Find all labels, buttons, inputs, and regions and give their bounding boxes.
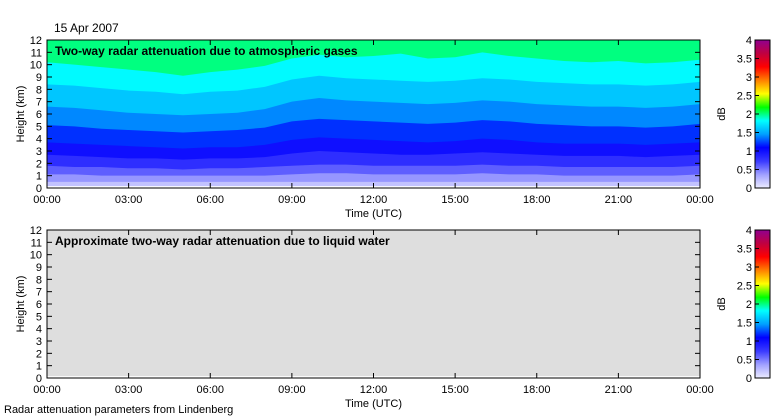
y-tick-label: 12 <box>30 35 42 47</box>
colorbar-tick-label: 0 <box>746 373 752 385</box>
colorbar-tick-label: 2 <box>746 299 752 311</box>
colorbar-label: dB <box>716 107 728 120</box>
x-tick-label: 00:00 <box>33 384 61 396</box>
y-tick-label: 11 <box>31 237 42 249</box>
y-tick-label: 11 <box>31 47 42 59</box>
colorbar-tick-label: 2.5 <box>737 91 752 103</box>
y-tick-label: 8 <box>36 274 42 286</box>
colorbar-tick-label: 2 <box>746 109 752 121</box>
panel-title: Approximate two-way radar attenuation du… <box>55 234 390 248</box>
x-tick-label: 21:00 <box>605 194 633 206</box>
y-tick-label: 8 <box>36 84 42 96</box>
x-tick-label: 18:00 <box>523 194 551 206</box>
x-tick-label: 00:00 <box>33 194 61 206</box>
liquid-water-attenuation-panel: Approximate two-way radar attenuation du… <box>15 225 771 410</box>
y-tick-label: 7 <box>36 287 42 299</box>
y-tick-label: 4 <box>36 134 42 146</box>
x-tick-label: 03:00 <box>115 194 143 206</box>
x-axis-label: Time (UTC) <box>345 398 402 410</box>
colorbar-tick-label: 3 <box>746 262 752 274</box>
colorbar: 0 0.5 1 1.5 2 2.5 3 3.5 4 dB <box>716 35 771 195</box>
x-tick-label: 12:00 <box>360 384 388 396</box>
x-tick-label: 06:00 <box>196 194 224 206</box>
x-tick-label: 15:00 <box>441 194 469 206</box>
colorbar-tick-label: 1.5 <box>737 128 752 140</box>
panel-title: Two-way radar attenuation due to atmosph… <box>55 44 358 58</box>
y-tick-label: 12 <box>30 225 42 237</box>
y-tick-label: 2 <box>36 348 42 360</box>
x-tick-label: 06:00 <box>196 384 224 396</box>
gas-attenuation-panel: Two-way radar attenuation due to atmosph… <box>15 35 771 220</box>
y-tick-label: 10 <box>30 60 42 72</box>
y-tick-label: 5 <box>36 311 42 323</box>
colorbar-tick-label: 3.5 <box>737 244 752 256</box>
x-tick-label: 00:00 <box>686 384 714 396</box>
y-tick-label: 1 <box>36 171 42 183</box>
y-tick-label: 4 <box>36 324 42 336</box>
x-tick-label: 09:00 <box>278 194 306 206</box>
heatmap-field <box>47 230 700 378</box>
x-tick-label: 21:00 <box>605 384 633 396</box>
colorbar-tick-label: 4 <box>746 35 752 47</box>
colorbar-tick-label: 0.5 <box>737 355 752 367</box>
x-tick-label: 09:00 <box>278 384 306 396</box>
y-tick-label: 9 <box>36 72 42 84</box>
colorbar: 0 0.5 1 1.5 2 2.5 3 3.5 4 dB <box>716 225 771 385</box>
y-tick-label: 6 <box>36 299 42 311</box>
y-tick-label: 10 <box>30 250 42 262</box>
y-tick-label: 9 <box>36 262 42 274</box>
colorbar-tick-label: 3 <box>746 72 752 84</box>
x-tick-label: 03:00 <box>115 384 143 396</box>
colorbar-tick-label: 1 <box>746 146 752 158</box>
y-tick-label: 0 <box>36 183 42 195</box>
y-tick-label: 3 <box>36 146 42 158</box>
colorbar-tick-label: 1 <box>746 336 752 348</box>
y-tick-label: 5 <box>36 121 42 133</box>
y-axis-label: Height (km) <box>15 86 27 143</box>
colorbar-tick-label: 0 <box>746 183 752 195</box>
x-tick-label: 00:00 <box>686 194 714 206</box>
y-tick-label: 2 <box>36 158 42 170</box>
colorbar-tick-label: 4 <box>746 225 752 237</box>
y-tick-label: 6 <box>36 109 42 121</box>
x-tick-label: 12:00 <box>360 194 388 206</box>
y-tick-label: 3 <box>36 336 42 348</box>
y-axis-label: Height (km) <box>15 276 27 333</box>
heatmap-field <box>47 40 700 188</box>
colorbar-tick-label: 0.5 <box>737 165 752 177</box>
colorbar-tick-label: 2.5 <box>737 281 752 293</box>
x-tick-label: 15:00 <box>441 384 469 396</box>
date-label: 15 Apr 2007 <box>54 21 119 35</box>
y-tick-label: 0 <box>36 373 42 385</box>
x-axis-label: Time (UTC) <box>345 208 402 220</box>
x-tick-label: 18:00 <box>523 384 551 396</box>
no-data-fill <box>47 230 700 378</box>
colorbar-tick-label: 1.5 <box>737 318 752 330</box>
colorbar-tick-label: 3.5 <box>737 54 752 66</box>
y-tick-label: 1 <box>36 361 42 373</box>
colorbar-label: dB <box>716 297 728 310</box>
y-tick-label: 7 <box>36 97 42 109</box>
footer-caption: Radar attenuation parameters from Linden… <box>4 404 233 416</box>
